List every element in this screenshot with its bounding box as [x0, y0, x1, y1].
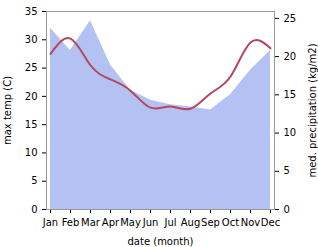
svg-text:0: 0 — [284, 204, 290, 215]
svg-text:Sep: Sep — [201, 217, 220, 228]
svg-text:May: May — [120, 217, 141, 228]
svg-text:15: 15 — [284, 89, 297, 100]
svg-text:date (month): date (month) — [128, 236, 194, 247]
svg-text:5: 5 — [284, 165, 290, 176]
svg-text:15: 15 — [25, 119, 38, 130]
svg-text:5: 5 — [31, 175, 37, 186]
svg-text:max temp (C): max temp (C) — [2, 76, 13, 145]
svg-text:0: 0 — [31, 204, 37, 215]
svg-text:Jul: Jul — [163, 217, 176, 228]
svg-text:med. precipitation (kg/m2): med. precipitation (kg/m2) — [307, 43, 318, 177]
svg-text:Nov: Nov — [241, 217, 261, 228]
svg-text:Dec: Dec — [261, 217, 280, 228]
svg-text:25: 25 — [284, 13, 297, 24]
svg-text:20: 20 — [25, 91, 38, 102]
svg-text:Oct: Oct — [222, 217, 239, 228]
svg-text:30: 30 — [25, 34, 38, 45]
svg-text:10: 10 — [25, 147, 38, 158]
svg-text:Feb: Feb — [62, 217, 80, 228]
svg-text:10: 10 — [284, 127, 297, 138]
svg-text:Aug: Aug — [181, 217, 201, 228]
svg-text:Jun: Jun — [142, 217, 159, 228]
svg-text:Jan: Jan — [42, 217, 58, 228]
svg-text:Mar: Mar — [81, 217, 101, 228]
svg-text:25: 25 — [25, 62, 38, 73]
svg-text:20: 20 — [284, 51, 297, 62]
svg-text:35: 35 — [25, 6, 38, 17]
svg-text:Apr: Apr — [102, 217, 120, 228]
